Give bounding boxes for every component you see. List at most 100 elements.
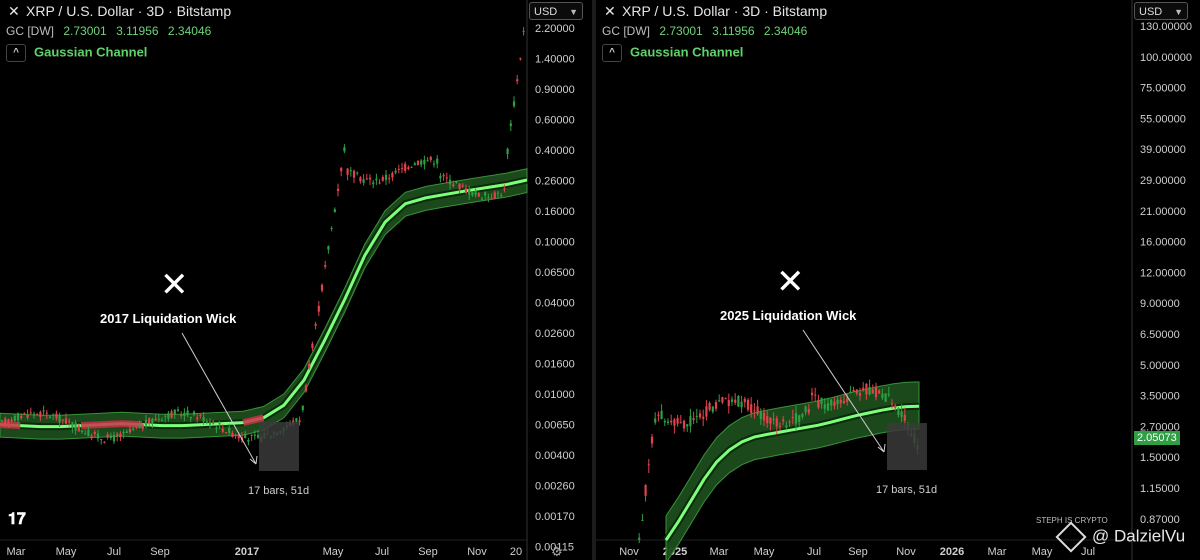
candle-body [237, 435, 240, 439]
gaussian-channel-red-segment [80, 420, 143, 430]
y-tick-label: 2.20000 [535, 23, 575, 35]
right-chart-panel[interactable]: 130.00000 100.00000 75.00000 55.00000 39.000… [596, 0, 1200, 560]
candle-body [199, 414, 202, 416]
right-channel-label[interactable]: ^ Gaussian Channel [602, 44, 743, 62]
candle-body [394, 170, 397, 173]
candle-body [801, 414, 804, 418]
candle-body [442, 174, 445, 177]
candle-body [221, 428, 224, 432]
candle-body [702, 416, 705, 419]
chevron-up-icon[interactable]: ^ [6, 44, 26, 62]
candle-body [714, 402, 718, 409]
candle-body [362, 179, 365, 183]
x-tick-label: Jul [107, 546, 121, 558]
candle-body [167, 413, 170, 419]
candle-body [426, 160, 429, 162]
candle-body [196, 417, 199, 420]
candle-body [522, 31, 525, 33]
y-tick-label: 100.00000 [1140, 52, 1192, 64]
y-tick-label: 6.50000 [1140, 329, 1180, 341]
candle-body [705, 406, 708, 417]
candle-body [160, 419, 164, 421]
candle-body [695, 415, 698, 417]
right-currency-select[interactable]: USD ▼ [1134, 2, 1188, 20]
candle-body [794, 413, 798, 424]
candle-body [833, 401, 836, 406]
candle-body [352, 170, 356, 178]
candle-body [474, 191, 477, 195]
candle-body [788, 421, 791, 423]
y-tick-label: 3.50000 [1140, 391, 1180, 403]
candle-body [20, 416, 23, 418]
candle-body [778, 425, 782, 427]
candle-body [676, 418, 679, 424]
candle-body [791, 417, 794, 419]
gear-icon[interactable]: ⚙ [551, 544, 563, 559]
left-chart-canvas[interactable]: 2.20000 1.40000 0.90000 0.60000 0.40000 0.260… [0, 0, 592, 560]
candle-body [135, 426, 138, 428]
y-tick-label: 0.00115 [535, 542, 574, 554]
binance-icon [1055, 521, 1087, 553]
candle-body [842, 400, 846, 404]
candle-body [881, 393, 884, 398]
x-tick-label: May [754, 546, 775, 558]
x-tick-label: Sep [848, 546, 868, 558]
candle-body [116, 434, 119, 437]
candle-body [436, 158, 439, 164]
right-bars-note: 17 bars, 51d [876, 484, 938, 496]
candle-body [208, 422, 212, 425]
candle-body [858, 393, 862, 396]
chevron-up-icon[interactable]: ^ [602, 44, 622, 62]
left-annotation: 2017 Liquidation Wick [100, 311, 237, 326]
x-tick-label: 2026 [940, 546, 964, 558]
candle-body [132, 428, 135, 430]
y-tick-label: 12.00000 [1140, 267, 1186, 279]
candle-body [36, 414, 39, 416]
candle-body [650, 436, 654, 444]
x-tick-label: Mar [710, 546, 729, 558]
candle-body [900, 411, 903, 417]
panel-divider[interactable] [592, 0, 596, 560]
left-currency-select[interactable]: USD ▼ [529, 2, 583, 20]
candle-body [772, 419, 775, 421]
gaussian-channel-mid-shadow [0, 176, 528, 431]
candle-body [884, 393, 887, 402]
annotation-arrowhead [249, 455, 258, 465]
left-chart-panel[interactable]: 2.20000 1.40000 0.90000 0.60000 0.40000 0.260… [0, 0, 592, 560]
left-channel-label[interactable]: ^ Gaussian Channel [6, 44, 147, 62]
candle-body [455, 180, 458, 183]
candle-body [711, 406, 714, 412]
candle-body [125, 431, 128, 434]
candle-body [807, 409, 810, 413]
candle-body [388, 178, 391, 180]
candle-body [718, 400, 721, 402]
candle-body [327, 246, 330, 250]
candle-body [359, 177, 362, 182]
candle-body [224, 432, 228, 434]
y-tick-label: 0.04000 [535, 298, 575, 310]
liquidation-box [259, 422, 299, 471]
candle-body [871, 389, 874, 394]
candle-body [823, 404, 826, 409]
gaussian-channel-band [0, 168, 528, 440]
candle-body [109, 435, 112, 439]
candle-body [458, 183, 461, 190]
y-tick-label: 1.50000 [1140, 452, 1180, 464]
candle-body [183, 412, 186, 417]
y-tick-label: 16.00000 [1140, 237, 1186, 249]
candle-body [804, 406, 807, 413]
right-chart-canvas[interactable]: 130.00000 100.00000 75.00000 55.00000 39.000… [596, 0, 1200, 560]
candle-body [887, 394, 890, 396]
candle-body [106, 434, 109, 438]
y-tick-label: 9.00000 [1140, 298, 1180, 310]
candle-body [429, 156, 432, 161]
candle-body [464, 188, 468, 194]
y-tick-label: 0.00650 [535, 420, 575, 432]
gaussian-channel-mid-line [664, 404, 920, 542]
candle-body [439, 175, 442, 179]
candle-body [48, 416, 52, 418]
candle-body [180, 414, 183, 416]
y-tick-label: 0.10000 [535, 237, 575, 249]
candle-body [638, 537, 641, 540]
tradingview-logo-icon: 𝟏𝟕 [8, 511, 26, 528]
